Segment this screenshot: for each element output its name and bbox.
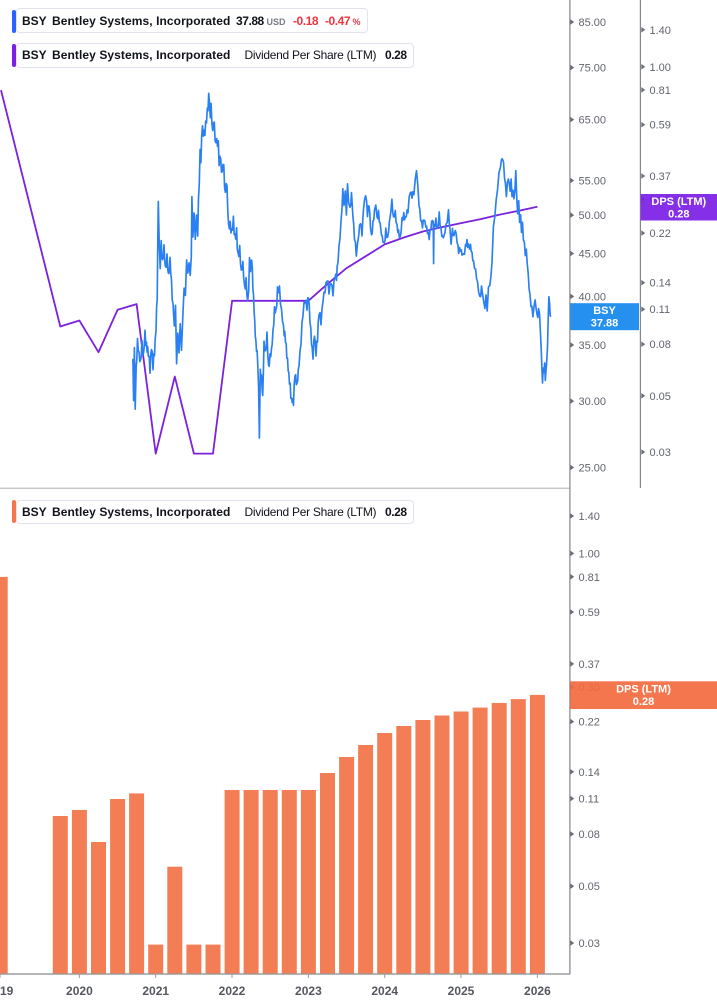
svg-text:2022: 2022: [219, 984, 246, 998]
svg-text:2026: 2026: [524, 984, 551, 998]
svg-text:BSY: BSY: [593, 305, 616, 317]
svg-text:0.03: 0.03: [650, 447, 671, 459]
svg-text:0.03: 0.03: [579, 938, 600, 950]
svg-text:0.81: 0.81: [579, 572, 600, 584]
svg-text:1.40: 1.40: [579, 511, 600, 523]
svg-text:DPS (LTM): DPS (LTM): [651, 196, 706, 208]
svg-text:2025: 2025: [448, 984, 475, 998]
svg-text:1.00: 1.00: [650, 62, 671, 74]
svg-text:0.11: 0.11: [579, 794, 600, 806]
svg-text:37.88: 37.88: [591, 318, 619, 330]
svg-text:1.00: 1.00: [579, 548, 600, 560]
svg-text:DPS (LTM): DPS (LTM): [616, 684, 671, 696]
svg-text:0.11: 0.11: [650, 304, 671, 316]
svg-text:0.08: 0.08: [650, 339, 671, 351]
svg-text:40.00: 40.00: [579, 291, 607, 303]
svg-text:25.00: 25.00: [579, 463, 607, 475]
svg-text:50.00: 50.00: [579, 210, 607, 222]
svg-text:2021: 2021: [142, 984, 169, 998]
svg-text:2019: 2019: [0, 984, 14, 998]
svg-text:0.28: 0.28: [633, 696, 654, 708]
svg-text:0.08: 0.08: [579, 829, 600, 841]
svg-text:45.00: 45.00: [579, 249, 607, 261]
svg-text:0.05: 0.05: [650, 391, 671, 403]
svg-text:2020: 2020: [66, 984, 93, 998]
svg-text:0.59: 0.59: [650, 120, 671, 132]
svg-text:0.22: 0.22: [650, 228, 671, 240]
svg-text:0.22: 0.22: [579, 717, 600, 729]
svg-text:0.81: 0.81: [650, 85, 671, 97]
svg-text:0.14: 0.14: [650, 278, 671, 290]
svg-text:0.59: 0.59: [579, 607, 600, 619]
svg-text:30.00: 30.00: [579, 396, 607, 408]
svg-text:65.00: 65.00: [579, 115, 607, 127]
svg-text:85.00: 85.00: [579, 17, 607, 29]
svg-text:0.28: 0.28: [668, 208, 689, 220]
svg-text:0.37: 0.37: [579, 659, 600, 671]
svg-text:0.37: 0.37: [650, 171, 671, 183]
svg-text:35.00: 35.00: [579, 340, 607, 352]
svg-text:2024: 2024: [371, 984, 398, 998]
svg-text:2023: 2023: [295, 984, 322, 998]
svg-text:0.14: 0.14: [579, 767, 600, 779]
svg-text:75.00: 75.00: [579, 63, 607, 75]
svg-text:1.40: 1.40: [650, 25, 671, 37]
svg-text:55.00: 55.00: [579, 176, 607, 188]
svg-text:0.05: 0.05: [579, 881, 600, 893]
